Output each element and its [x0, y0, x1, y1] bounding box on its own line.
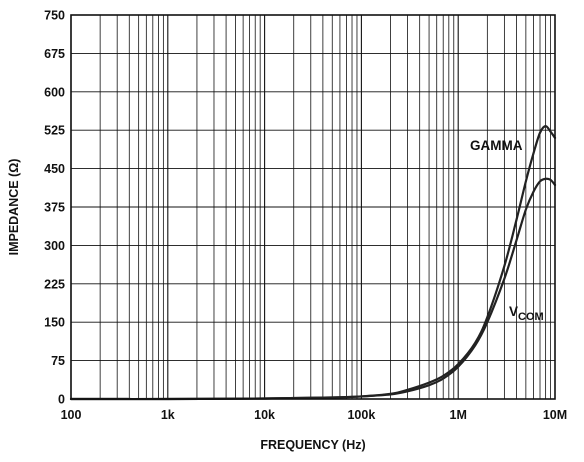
y-tick-label: 450	[44, 162, 65, 176]
y-tick-label: 750	[44, 9, 65, 23]
series-labels: GAMMA VCOM	[470, 138, 544, 323]
grid	[70, 14, 555, 400]
x-axis-label: FREQUENCY (Hz)	[260, 438, 365, 452]
x-tick-label: 1k	[161, 408, 175, 422]
y-tick-label: 225	[44, 277, 65, 291]
x-tick-label: 10M	[543, 408, 567, 422]
plot-frame	[70, 14, 556, 400]
y-tick-label: 675	[44, 47, 65, 61]
x-tick-label: 100k	[347, 408, 375, 422]
y-tick-label: 0	[58, 393, 65, 407]
x-tick-label: 1M	[450, 408, 467, 422]
x-tick-label: 100	[61, 408, 82, 422]
series-lines	[69, 125, 557, 401]
y-tick-label: 300	[44, 239, 65, 253]
series-label-gamma: GAMMA	[470, 138, 523, 153]
series-line-gamma	[69, 125, 557, 401]
series-line-vcom	[69, 177, 557, 401]
y-tick-label: 600	[44, 85, 65, 99]
y-tick-labels: 0 75 150 225 300 375 450 525 600 675 750	[44, 9, 65, 407]
y-tick-label: 525	[44, 124, 65, 138]
y-tick-label: 75	[51, 354, 65, 368]
x-tick-label: 10k	[254, 408, 275, 422]
y-tick-label: 375	[44, 201, 65, 215]
x-tick-labels: 100 1k 10k 100k 1M 10M	[61, 408, 568, 422]
y-tick-label: 150	[44, 316, 65, 330]
series-label-vcom: VCOM	[509, 304, 544, 323]
y-axis-label: IMPEDANCE (Ω)	[7, 159, 21, 256]
